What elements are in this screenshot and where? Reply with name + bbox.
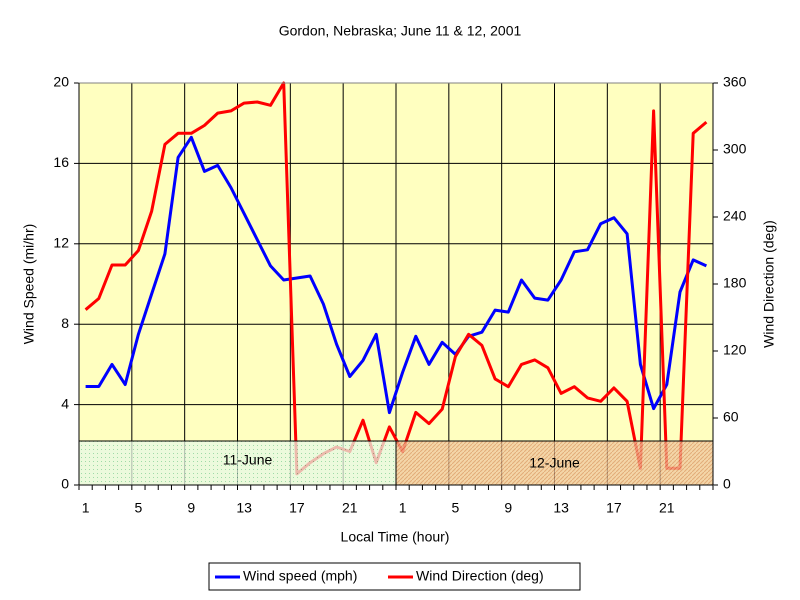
y-tick-label: 16: [53, 154, 69, 170]
day-label: 11-June: [223, 452, 273, 468]
y-tick-label: 8: [61, 315, 69, 331]
x-tick-label: 17: [289, 500, 305, 516]
legend-label: Wind speed (mph): [243, 568, 357, 584]
x-tick-label: 9: [187, 500, 195, 516]
legend-label: Wind Direction (deg): [416, 568, 544, 584]
y-tick-label: 12: [53, 235, 69, 251]
x-tick-label: 5: [135, 500, 143, 516]
y2-tick-label: 300: [723, 141, 747, 157]
x-tick-label: 1: [82, 500, 90, 516]
x-tick-label: 13: [236, 500, 252, 516]
series-line: [85, 135, 708, 415]
y-tick-label: 0: [61, 476, 69, 492]
x-tick-label: 1: [399, 500, 407, 516]
y-tick-label: 4: [61, 395, 69, 411]
chart-title: Gordon, Nebraska; June 11 & 12, 2001: [279, 23, 522, 39]
series-line: [84, 81, 708, 476]
y-axis-label: Wind Speed (mi/hr): [21, 224, 37, 345]
y2-tick-label: 360: [723, 74, 747, 90]
y2-tick-label: 0: [723, 476, 731, 492]
x-tick-label: 5: [452, 500, 460, 516]
day-label: 12-June: [529, 455, 580, 471]
y2-tick-label: 240: [723, 208, 747, 224]
y2-tick-label: 120: [723, 342, 747, 358]
y2-tick-label: 60: [723, 409, 739, 425]
y-tick-label: 20: [53, 74, 69, 90]
y2-tick-label: 180: [723, 275, 747, 291]
x-tick-label: 21: [659, 500, 675, 516]
day-band: [395, 440, 714, 486]
x-tick-label: 13: [553, 500, 569, 516]
x-tick-label: 9: [504, 500, 512, 516]
x-axis-label: Local Time (hour): [341, 529, 450, 545]
y2-axis-label: Wind Direction (deg): [761, 220, 777, 348]
x-tick-label: 17: [606, 500, 622, 516]
x-tick-label: 21: [342, 500, 358, 516]
